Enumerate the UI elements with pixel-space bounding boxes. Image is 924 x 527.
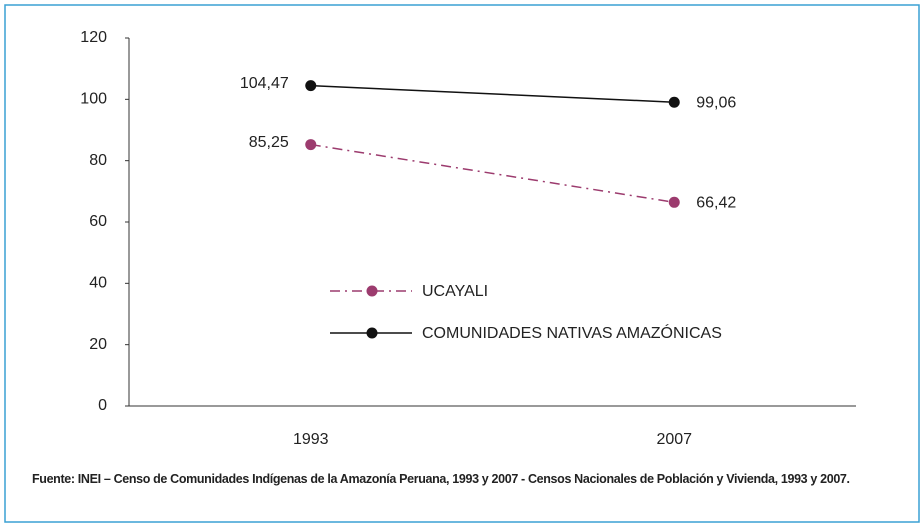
x-tick-label: 2007 xyxy=(656,431,692,448)
point xyxy=(305,80,317,92)
legend-label: COMUNIDADES NATIVAS AMAZÓNICAS xyxy=(422,323,722,342)
y-tick-label: 120 xyxy=(80,29,107,46)
legend-marker xyxy=(366,327,378,339)
y-tick-label: 60 xyxy=(89,213,107,230)
legend-marker xyxy=(366,285,378,297)
frame xyxy=(4,4,920,523)
point xyxy=(305,139,317,151)
series-line xyxy=(310,143,675,204)
legend-label: UCAYALI xyxy=(422,283,488,300)
point xyxy=(668,196,680,208)
data-label: 85,25 xyxy=(249,134,289,151)
y-tick-label: 40 xyxy=(89,275,107,292)
x-tick-label: 1993 xyxy=(293,431,329,448)
data-label: 99,06 xyxy=(696,94,736,111)
point xyxy=(668,96,680,108)
data-label: 66,42 xyxy=(696,195,736,212)
y-tick-label: 20 xyxy=(89,336,107,353)
data-label: 104,47 xyxy=(240,75,289,92)
series-line xyxy=(310,84,675,103)
y-tick-label: 0 xyxy=(98,397,107,414)
y-tick-label: 80 xyxy=(89,152,107,169)
source-note: Fuente: INEI – Censo de Comunidades Indí… xyxy=(32,472,850,486)
y-tick-label: 100 xyxy=(80,91,107,108)
